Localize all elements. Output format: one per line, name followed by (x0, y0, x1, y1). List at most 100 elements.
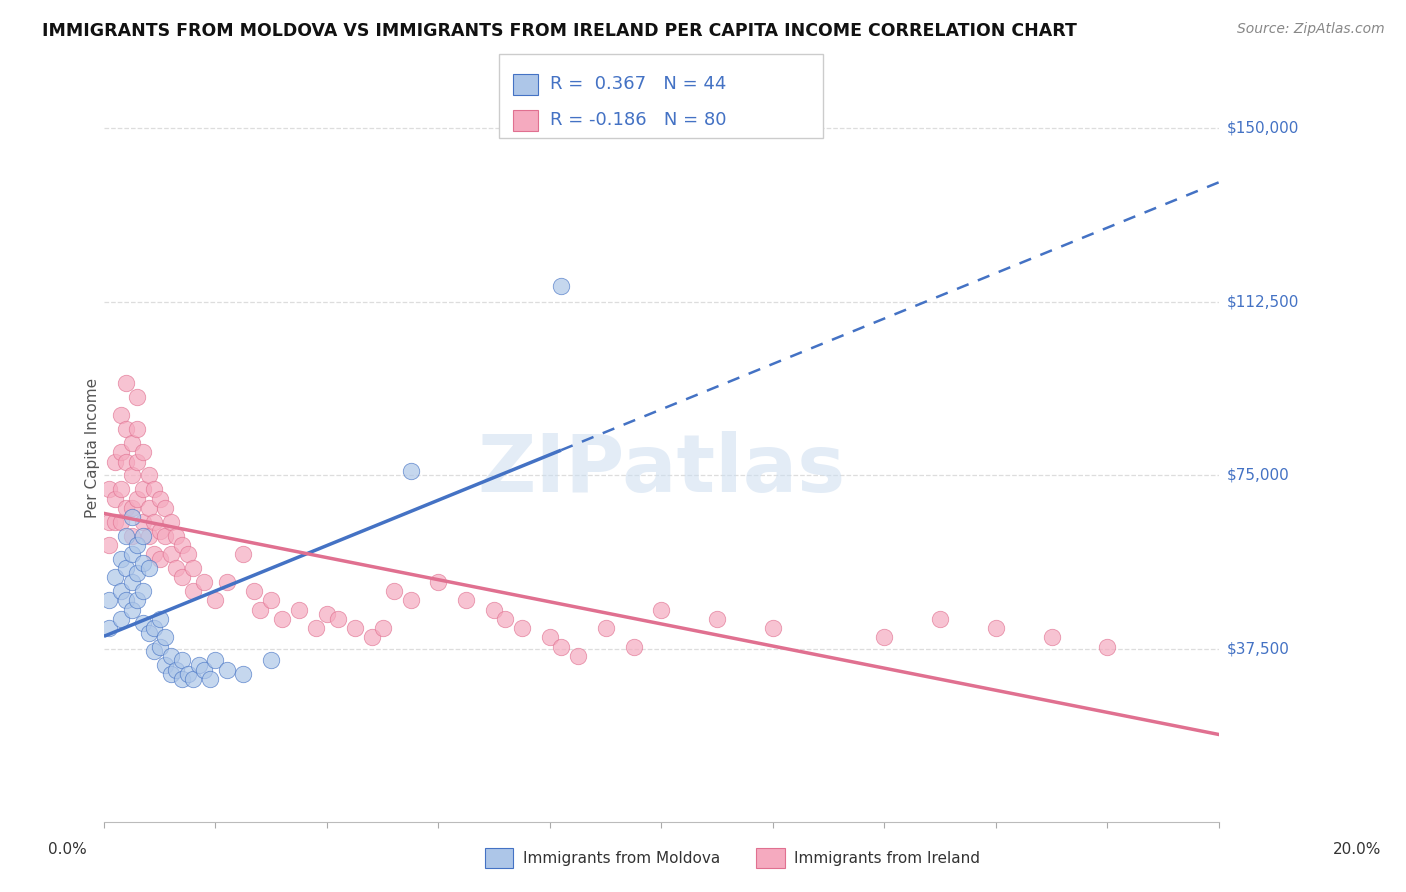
Point (143, 547, 166, 561)
Point (929, 612, 952, 626)
Point (132, 616, 155, 631)
Point (371, 621, 394, 635)
Point (288, 602, 311, 616)
Point (155, 500, 177, 515)
Text: Source: ZipAtlas.com: Source: ZipAtlas.com (1237, 22, 1385, 37)
Point (159, 547, 181, 561)
Point (115, 454, 138, 468)
Point (121, 602, 143, 616)
Point (110, 409, 132, 423)
Point (98, 483, 121, 497)
Point (382, 584, 405, 599)
Point (305, 621, 328, 635)
Point (159, 515, 181, 529)
Point (132, 528, 155, 542)
Point (115, 561, 138, 575)
Text: IMMIGRANTS FROM MOLDOVA VS IMMIGRANTS FROM IRELAND PER CAPITA INCOME CORRELATION: IMMIGRANTS FROM MOLDOVA VS IMMIGRANTS FR… (42, 22, 1077, 40)
Point (132, 445, 155, 459)
Point (165, 561, 187, 575)
Text: R = -0.186   N = 80: R = -0.186 N = 80 (550, 111, 727, 128)
Point (550, 640, 572, 654)
Text: Immigrants from Ireland: Immigrants from Ireland (794, 851, 980, 865)
Point (249, 602, 271, 616)
Point (181, 584, 204, 599)
Point (149, 612, 172, 626)
Point (243, 584, 266, 599)
Point (138, 500, 160, 515)
Point (260, 593, 283, 607)
Point (232, 547, 254, 561)
Point (121, 574, 143, 589)
Point (159, 648, 181, 663)
Point (115, 528, 138, 542)
Point (138, 561, 160, 575)
Point (143, 515, 166, 529)
Point (155, 528, 177, 542)
Point (132, 584, 155, 599)
Point (650, 602, 672, 616)
Point (98, 621, 121, 635)
Point (121, 500, 143, 515)
Text: R =  0.367   N = 44: R = 0.367 N = 44 (550, 75, 725, 93)
Point (170, 672, 193, 686)
Text: $37,500: $37,500 (1227, 641, 1291, 657)
Point (149, 491, 172, 506)
Point (187, 658, 209, 673)
Point (104, 454, 127, 468)
Point (127, 422, 149, 436)
Point (127, 538, 149, 552)
Point (1040, 631, 1063, 645)
Point (165, 663, 187, 677)
Point (127, 454, 149, 468)
Point (115, 593, 138, 607)
Point (204, 593, 226, 607)
Point (121, 468, 143, 483)
Point (181, 561, 204, 575)
Text: $112,500: $112,500 (1227, 294, 1299, 310)
Text: $75,000: $75,000 (1227, 468, 1289, 483)
Point (260, 653, 283, 667)
Point (567, 648, 589, 663)
Point (427, 574, 450, 589)
Point (193, 574, 215, 589)
Point (121, 510, 143, 524)
Point (115, 422, 138, 436)
Point (132, 483, 155, 497)
Point (176, 547, 198, 561)
Point (316, 607, 339, 622)
Point (181, 672, 204, 686)
Text: 0.0%: 0.0% (48, 842, 87, 856)
Point (762, 621, 785, 635)
Point (98, 593, 121, 607)
Point (198, 672, 221, 686)
Point (456, 593, 478, 607)
Point (98, 515, 121, 529)
Point (127, 566, 149, 580)
Text: 20.0%: 20.0% (1333, 842, 1381, 856)
Point (104, 570, 127, 584)
Point (138, 625, 160, 640)
Point (538, 631, 561, 645)
Point (121, 528, 143, 542)
Point (155, 658, 177, 673)
Point (121, 436, 143, 450)
Point (132, 557, 155, 571)
Point (127, 593, 149, 607)
Point (110, 483, 132, 497)
Text: ZIPatlas: ZIPatlas (477, 431, 845, 509)
Point (143, 483, 166, 497)
Point (110, 584, 132, 599)
Point (170, 653, 193, 667)
Point (510, 621, 533, 635)
Point (176, 667, 198, 681)
Point (155, 631, 177, 645)
Point (127, 390, 149, 404)
Point (121, 547, 143, 561)
Point (232, 667, 254, 681)
Point (149, 551, 172, 566)
Point (159, 667, 181, 681)
Point (360, 631, 382, 645)
Point (482, 602, 505, 616)
Point (343, 621, 366, 635)
Point (399, 593, 422, 607)
